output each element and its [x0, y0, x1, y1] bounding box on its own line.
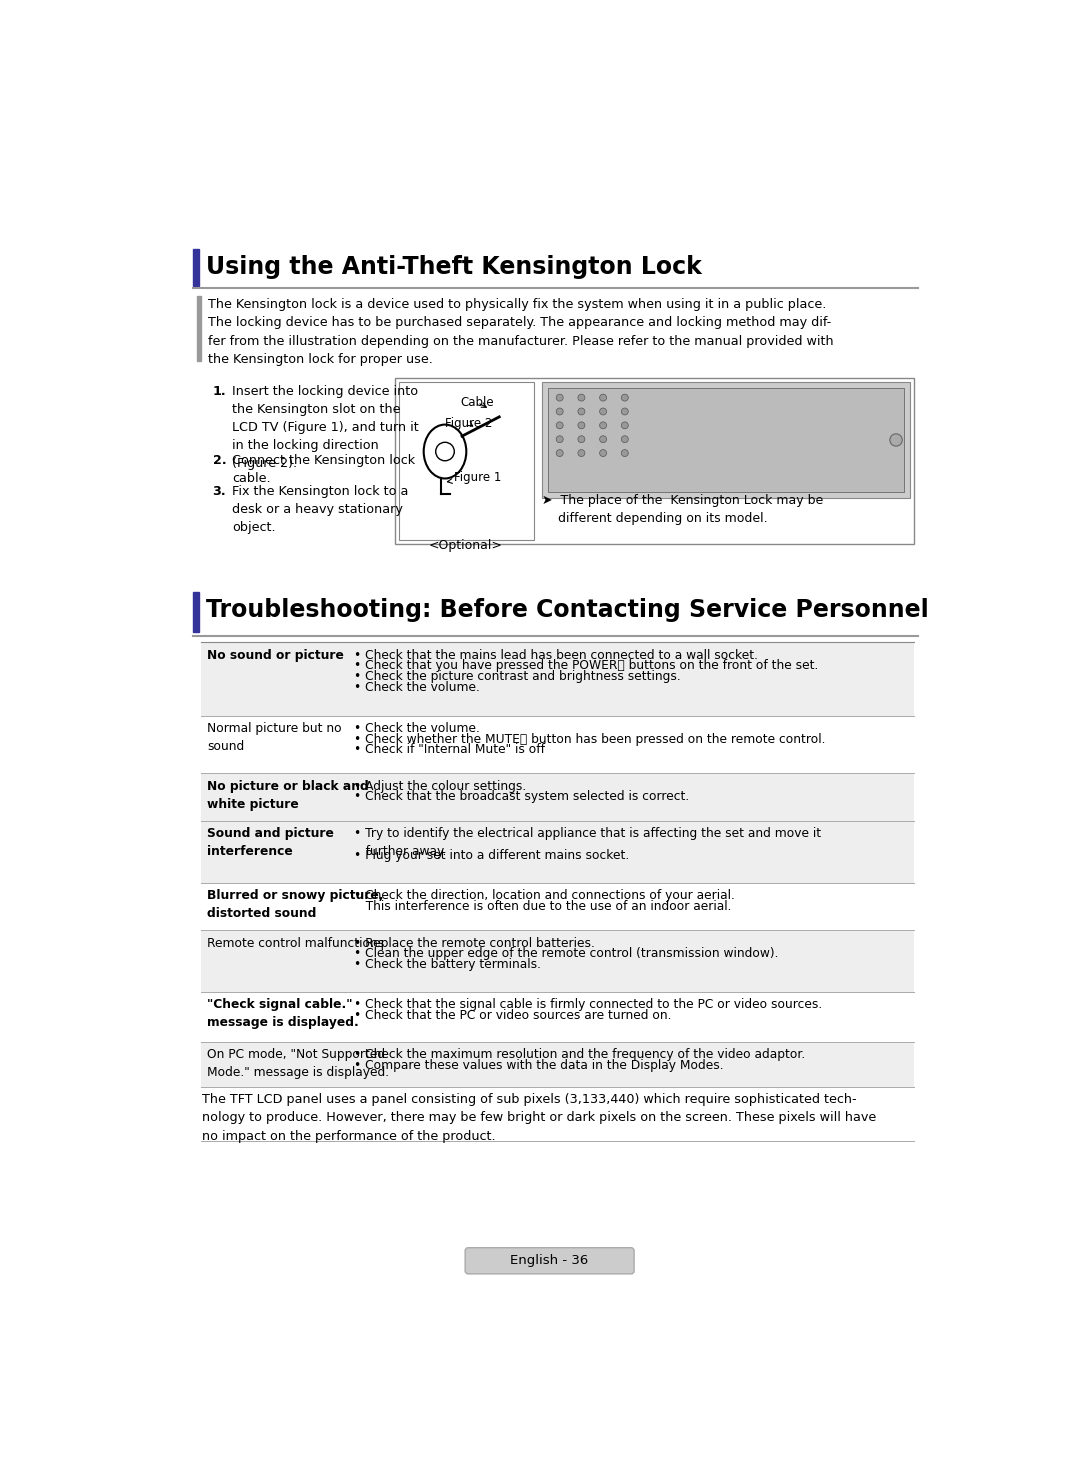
Circle shape [578, 422, 585, 428]
Circle shape [621, 436, 629, 443]
Bar [201, 773, 914, 821]
Bar [197, 296, 201, 362]
Text: Insert the locking device into
the Kensington slot on the
LCD TV (Figure 1), and: Insert the locking device into the Kensi… [232, 384, 419, 470]
Text: Using the Anti-Theft Kensington Lock: Using the Anti-Theft Kensington Lock [205, 255, 701, 280]
Text: Remote control malfunctions: Remote control malfunctions [207, 936, 384, 949]
Circle shape [556, 408, 563, 415]
Text: This interference is often due to the use of an indoor aerial.: This interference is often due to the us… [354, 899, 732, 913]
Circle shape [890, 434, 902, 446]
Text: • Check that the PC or video sources are turned on.: • Check that the PC or video sources are… [354, 1008, 672, 1022]
Bar [548, 389, 904, 492]
Bar [201, 1042, 914, 1086]
Text: On PC mode, "Not Supported
Mode." message is displayed.: On PC mode, "Not Supported Mode." messag… [207, 1048, 389, 1079]
Text: Figure 2: Figure 2 [445, 417, 492, 430]
Text: Troubleshooting: Before Contacting Service Personnel: Troubleshooting: Before Contacting Servi… [205, 598, 929, 621]
Text: • Check the volume.: • Check the volume. [354, 682, 481, 693]
Text: ➤  The place of the  Kensington Lock may be
    different depending on its model: ➤ The place of the Kensington Lock may b… [542, 495, 823, 526]
Text: • Check that you have pressed the POWER⏻ buttons on the front of the set.: • Check that you have pressed the POWER⏻… [354, 659, 819, 673]
Bar [201, 883, 914, 930]
Text: "Check signal cable."
message is displayed.: "Check signal cable." message is display… [207, 998, 359, 1029]
Text: The Kensington lock is a device used to physically fix the system when using it : The Kensington lock is a device used to … [207, 297, 834, 367]
Ellipse shape [423, 424, 467, 478]
Circle shape [599, 422, 607, 428]
Text: Normal picture but no
sound: Normal picture but no sound [207, 721, 341, 752]
Text: • Check the maximum resolution and the frequency of the video adaptor.: • Check the maximum resolution and the f… [354, 1048, 806, 1061]
Circle shape [621, 449, 629, 456]
Text: • Check if "Internal Mute" is off: • Check if "Internal Mute" is off [354, 743, 545, 757]
Circle shape [621, 422, 629, 428]
Bar [542, 383, 910, 498]
Text: • Check the battery terminals.: • Check the battery terminals. [354, 958, 541, 972]
Bar [201, 642, 914, 715]
Circle shape [578, 449, 585, 456]
Text: 3.: 3. [213, 484, 226, 498]
Text: No sound or picture: No sound or picture [207, 649, 343, 661]
Text: • Plug your set into a different mains socket.: • Plug your set into a different mains s… [354, 849, 630, 861]
Circle shape [621, 408, 629, 415]
Bar [201, 930, 914, 992]
Text: The TFT LCD panel uses a panel consisting of sub pixels (3,133,440) which requir: The TFT LCD panel uses a panel consistin… [202, 1092, 877, 1142]
Text: • Check that the broadcast system selected is correct.: • Check that the broadcast system select… [354, 790, 689, 804]
Text: Fix the Kensington lock to a
desk or a heavy stationary
object.: Fix the Kensington lock to a desk or a h… [232, 484, 408, 534]
Circle shape [621, 394, 629, 400]
Text: • Try to identify the electrical appliance that is affecting the set and move it: • Try to identify the electrical applian… [354, 827, 822, 858]
Circle shape [578, 394, 585, 400]
Text: Connect the Kensington lock
cable.: Connect the Kensington lock cable. [232, 453, 415, 484]
Text: English - 36: English - 36 [511, 1254, 589, 1267]
Text: 1.: 1. [213, 384, 226, 397]
Text: • Check that the mains lead has been connected to a wall socket.: • Check that the mains lead has been con… [354, 649, 758, 661]
Text: • Check whether the MUTE🔇 button has been pressed on the remote control.: • Check whether the MUTE🔇 button has bee… [354, 733, 826, 746]
Text: No picture or black and
white picture: No picture or black and white picture [207, 780, 369, 811]
Text: • Clean the upper edge of the remote control (transmission window).: • Clean the upper edge of the remote con… [354, 948, 779, 960]
Circle shape [599, 436, 607, 443]
Circle shape [599, 408, 607, 415]
Circle shape [556, 436, 563, 443]
Text: <Optional>: <Optional> [429, 539, 503, 552]
Circle shape [435, 442, 455, 461]
Bar [394, 378, 914, 545]
FancyBboxPatch shape [465, 1248, 634, 1273]
Text: • Check that the signal cable is firmly connected to the PC or video sources.: • Check that the signal cable is firmly … [354, 998, 823, 1011]
Circle shape [599, 394, 607, 400]
Text: Sound and picture
interference: Sound and picture interference [207, 827, 334, 858]
Bar [201, 821, 914, 883]
Circle shape [599, 449, 607, 456]
Text: • Adjust the colour settings.: • Adjust the colour settings. [354, 780, 527, 792]
Bar [193, 249, 199, 286]
Text: 2.: 2. [213, 453, 226, 467]
Text: Cable: Cable [460, 396, 495, 409]
Text: • Check the volume.: • Check the volume. [354, 721, 481, 735]
Text: Blurred or snowy picture,
distorted sound: Blurred or snowy picture, distorted soun… [207, 889, 383, 920]
Circle shape [556, 449, 563, 456]
Circle shape [556, 422, 563, 428]
Text: • Check the direction, location and connections of your aerial.: • Check the direction, location and conn… [354, 889, 735, 902]
Text: Figure 1: Figure 1 [447, 471, 502, 484]
Bar [201, 992, 914, 1042]
Bar [201, 715, 914, 773]
Text: • Replace the remote control batteries.: • Replace the remote control batteries. [354, 936, 595, 949]
Text: • Compare these values with the data in the Display Modes.: • Compare these values with the data in … [354, 1058, 724, 1072]
Bar [193, 592, 199, 633]
Circle shape [578, 436, 585, 443]
Circle shape [556, 394, 563, 400]
Text: • Check the picture contrast and brightness settings.: • Check the picture contrast and brightn… [354, 670, 681, 683]
Circle shape [578, 408, 585, 415]
Bar [399, 383, 535, 540]
